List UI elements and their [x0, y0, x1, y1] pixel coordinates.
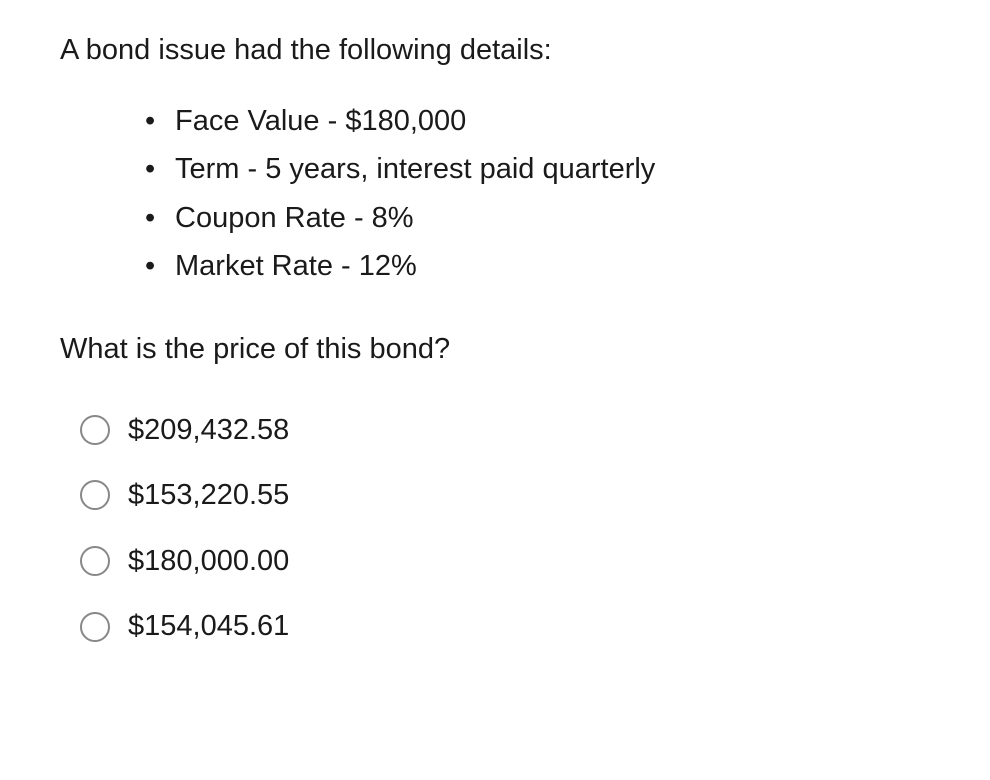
detail-item: Market Rate - 12%	[145, 246, 930, 287]
question-intro: A bond issue had the following details:	[60, 30, 930, 71]
question-prompt: What is the price of this bond?	[60, 329, 930, 370]
option-1[interactable]: $209,432.58	[80, 410, 930, 451]
detail-item: Face Value - $180,000	[145, 101, 930, 142]
detail-item: Term - 5 years, interest paid quarterly	[145, 149, 930, 190]
radio-icon	[80, 546, 110, 576]
option-label: $154,045.61	[128, 606, 289, 647]
option-label: $153,220.55	[128, 475, 289, 516]
option-3[interactable]: $180,000.00	[80, 541, 930, 582]
option-2[interactable]: $153,220.55	[80, 475, 930, 516]
radio-icon	[80, 415, 110, 445]
radio-icon	[80, 612, 110, 642]
bond-details-list: Face Value - $180,000 Term - 5 years, in…	[60, 101, 930, 287]
detail-item: Coupon Rate - 8%	[145, 198, 930, 239]
option-label: $209,432.58	[128, 410, 289, 451]
option-label: $180,000.00	[128, 541, 289, 582]
answer-options: $209,432.58 $153,220.55 $180,000.00 $154…	[60, 410, 930, 647]
radio-icon	[80, 480, 110, 510]
option-4[interactable]: $154,045.61	[80, 606, 930, 647]
